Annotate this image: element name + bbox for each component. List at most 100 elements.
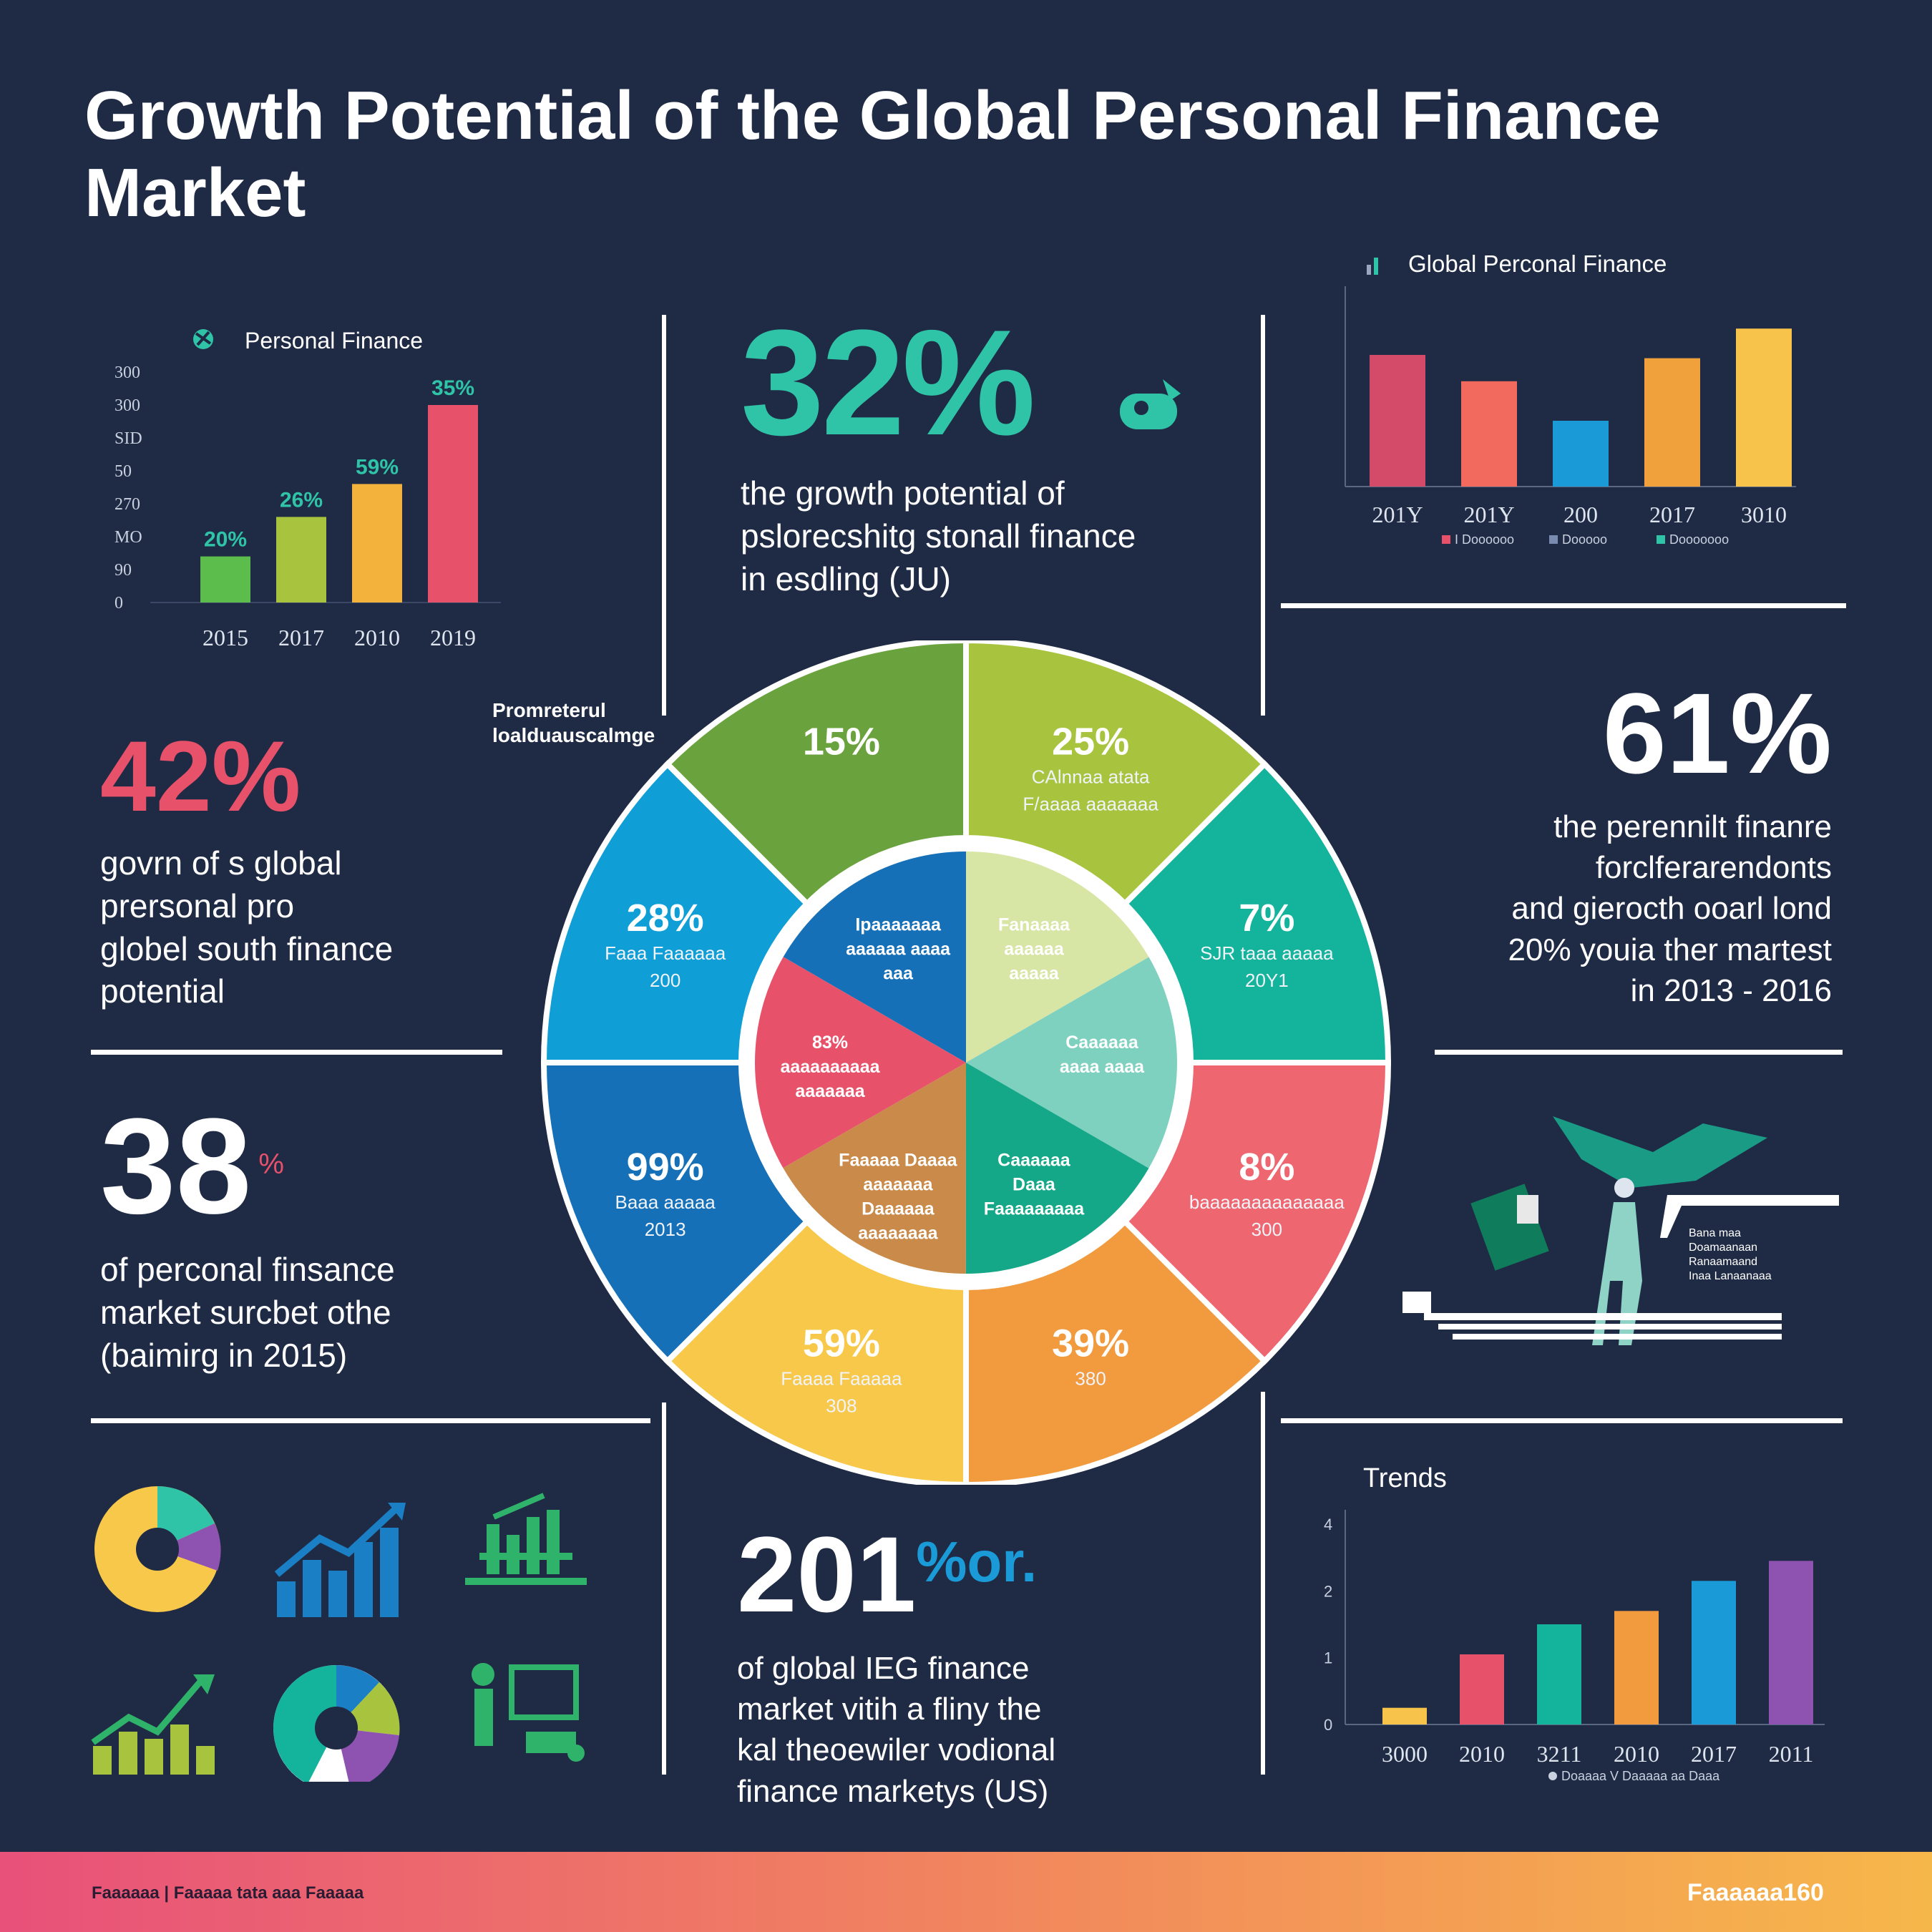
legend-label: Doaaaa V Daaaaa aa Daaa: [1561, 1769, 1720, 1783]
divider: [1281, 603, 1846, 608]
wheel-slice-value: 15%: [803, 721, 880, 763]
y-tick-label: 270: [114, 495, 140, 514]
wheel-inner-label: aaaaaaaa: [858, 1223, 938, 1243]
baseline-bar: [1438, 1324, 1782, 1330]
stat-32-line: pslorecshitg stonall finance: [741, 517, 1136, 555]
y-tick-label: 300: [114, 364, 140, 382]
divider: [1281, 1418, 1843, 1423]
wheel-slice-caption: 200: [650, 970, 680, 991]
x-tick-label: 2010: [1614, 1741, 1659, 1767]
y-tick-label: 50: [114, 462, 132, 481]
wheel-inner-label: aaaaaaa: [795, 1081, 865, 1101]
bar: [1692, 1581, 1736, 1724]
bar-data-label: 35%: [431, 376, 474, 400]
y-tick-label: 4: [1324, 1516, 1332, 1533]
stat-61-line: 20% youia ther martest: [1508, 932, 1832, 967]
x-tick-label: 201Y: [1372, 502, 1423, 527]
bar: [1736, 328, 1792, 487]
x-tick-label: 2019: [430, 625, 476, 650]
building-chart-icon: [465, 1493, 587, 1585]
wheel-slice-caption: SJR taaa aaaaa: [1200, 942, 1334, 964]
piggy-bank-icon: [1120, 379, 1181, 429]
wheel-caption-line: loalduauscalmge: [492, 724, 655, 746]
wheel-slice-value: 25%: [1052, 721, 1129, 763]
stat-61-line: in 2013 - 2016: [1630, 972, 1832, 1008]
bar: [1370, 355, 1425, 487]
stat-38: 38 % of perconal finsance market surcbet…: [100, 1098, 558, 1377]
wheel-slice-caption: 380: [1075, 1367, 1106, 1389]
x-tick-label: 2010: [354, 625, 400, 650]
wheel-inner-label: Ipaaaaaaa: [855, 914, 942, 935]
bar-data-label: 26%: [280, 488, 323, 512]
wheel-slice-caption: baaaaaaaaaaaaaa: [1189, 1191, 1345, 1213]
x-tick-label: 2011: [1769, 1741, 1814, 1767]
x-tick-label: 3000: [1382, 1741, 1428, 1767]
wheel-inner-label: Faaaaa Daaaa: [839, 1150, 958, 1170]
icon-grid: [91, 1486, 587, 1782]
legend-label: Dooooo: [1562, 532, 1607, 547]
footer-text: Faaaaaa | Faaaaa tata aaa Faaaaa: [92, 1883, 364, 1903]
divider: [1261, 1392, 1265, 1775]
finance-person-illustration: Bana maa Doamaanaan Ranaamaand Inaa Lana…: [1402, 1116, 1839, 1345]
wheel-slice-value: 7%: [1239, 897, 1294, 940]
bar: [1769, 1561, 1813, 1724]
personal-finance-chart: Personal Finance 0 90 MO 270 50 SID 300 300 20%…: [114, 328, 501, 650]
donut-chart-icon: [94, 1486, 221, 1612]
stat-201: 201 %or. of global IEG finance market vi…: [737, 1521, 1252, 1812]
baseline-bar: [1424, 1313, 1782, 1320]
stat-38-line: market surcbet othe: [100, 1293, 391, 1331]
wheel-slice-caption: 2013: [645, 1219, 686, 1240]
bar: [1644, 358, 1700, 487]
legend-swatch: [1548, 1772, 1557, 1780]
bar: [1460, 1654, 1504, 1724]
x-tick-label: 2017: [1691, 1741, 1737, 1767]
stat-42-line: prersonal pro: [100, 887, 295, 924]
box-icon: [1402, 1292, 1431, 1313]
illustration-caption: Doamaanaan: [1689, 1241, 1757, 1254]
x-tick-label: 2017: [278, 625, 324, 650]
illustration-caption: Bana maa: [1689, 1227, 1741, 1239]
wheel-inner-label: Caaaaaa: [997, 1151, 1071, 1171]
wheel-inner-slice: [783, 852, 966, 1063]
wheel-inner-label: Faaaaaaaaa: [984, 1199, 1085, 1219]
stat-201-value: 201: [737, 1514, 917, 1634]
paper-icon: [1517, 1195, 1538, 1224]
stat-38-value: 38: [100, 1091, 252, 1242]
bar-chart-icon: [1367, 258, 1378, 275]
wheel-slice-value: 8%: [1239, 1146, 1294, 1189]
illustration-caption: Ranaamaand: [1689, 1256, 1757, 1268]
legend-swatch: [1549, 535, 1558, 544]
bar: [1537, 1624, 1581, 1724]
stat-42-value: 42%: [100, 720, 301, 832]
x-tick-label: 2017: [1649, 502, 1695, 527]
stat-38-suffix: %: [258, 1148, 284, 1180]
wheel-inner-label: aaa: [883, 963, 914, 983]
legend-label: I Doooooo: [1455, 532, 1514, 547]
wheel-inner-label: Daaaaaa: [862, 1199, 935, 1219]
pie-chart-icon: [273, 1665, 400, 1782]
global-personal-finance-chart: Global Perconal Finance 201Y 201Y 200 2017 3…: [1345, 250, 1796, 547]
legend-label: Dooooooo: [1669, 532, 1729, 547]
bar: [276, 517, 326, 602]
wheel-slice-caption: Baaa aaaaa: [615, 1191, 716, 1213]
legend-swatch: [1442, 535, 1450, 544]
stat-38-line: of perconal finsance: [100, 1251, 395, 1288]
wheel-inner-label: Caaaaaa: [1065, 1033, 1139, 1053]
stat-201-line: finance marketys (US): [737, 1773, 1049, 1809]
wheel-inner-label: Daaa: [1013, 1175, 1056, 1195]
x-tick-label: 2015: [203, 625, 248, 650]
stat-61-value: 61%: [1602, 669, 1832, 797]
wheel-inner-label: Fanaaaa: [998, 914, 1070, 935]
bar: [200, 556, 250, 602]
y-tick-label: MO: [114, 528, 142, 547]
stat-42-line: globel south finance: [100, 930, 394, 967]
bar-data-label: 20%: [204, 528, 247, 552]
wheel-slice-value: 39%: [1052, 1322, 1129, 1365]
stat-32-line: the growth potential of: [741, 474, 1065, 512]
page-title: Growth Potential of the Global Personal …: [84, 77, 1661, 232]
wheel-slice-caption: 308: [826, 1395, 857, 1416]
wheel-caption-line: Promreterul: [492, 699, 606, 721]
wheel-inner-label: 83%: [812, 1033, 848, 1053]
wheel-slice-caption: Faaa Faaaaaa: [605, 942, 726, 964]
y-tick-label: 2: [1324, 1582, 1332, 1600]
